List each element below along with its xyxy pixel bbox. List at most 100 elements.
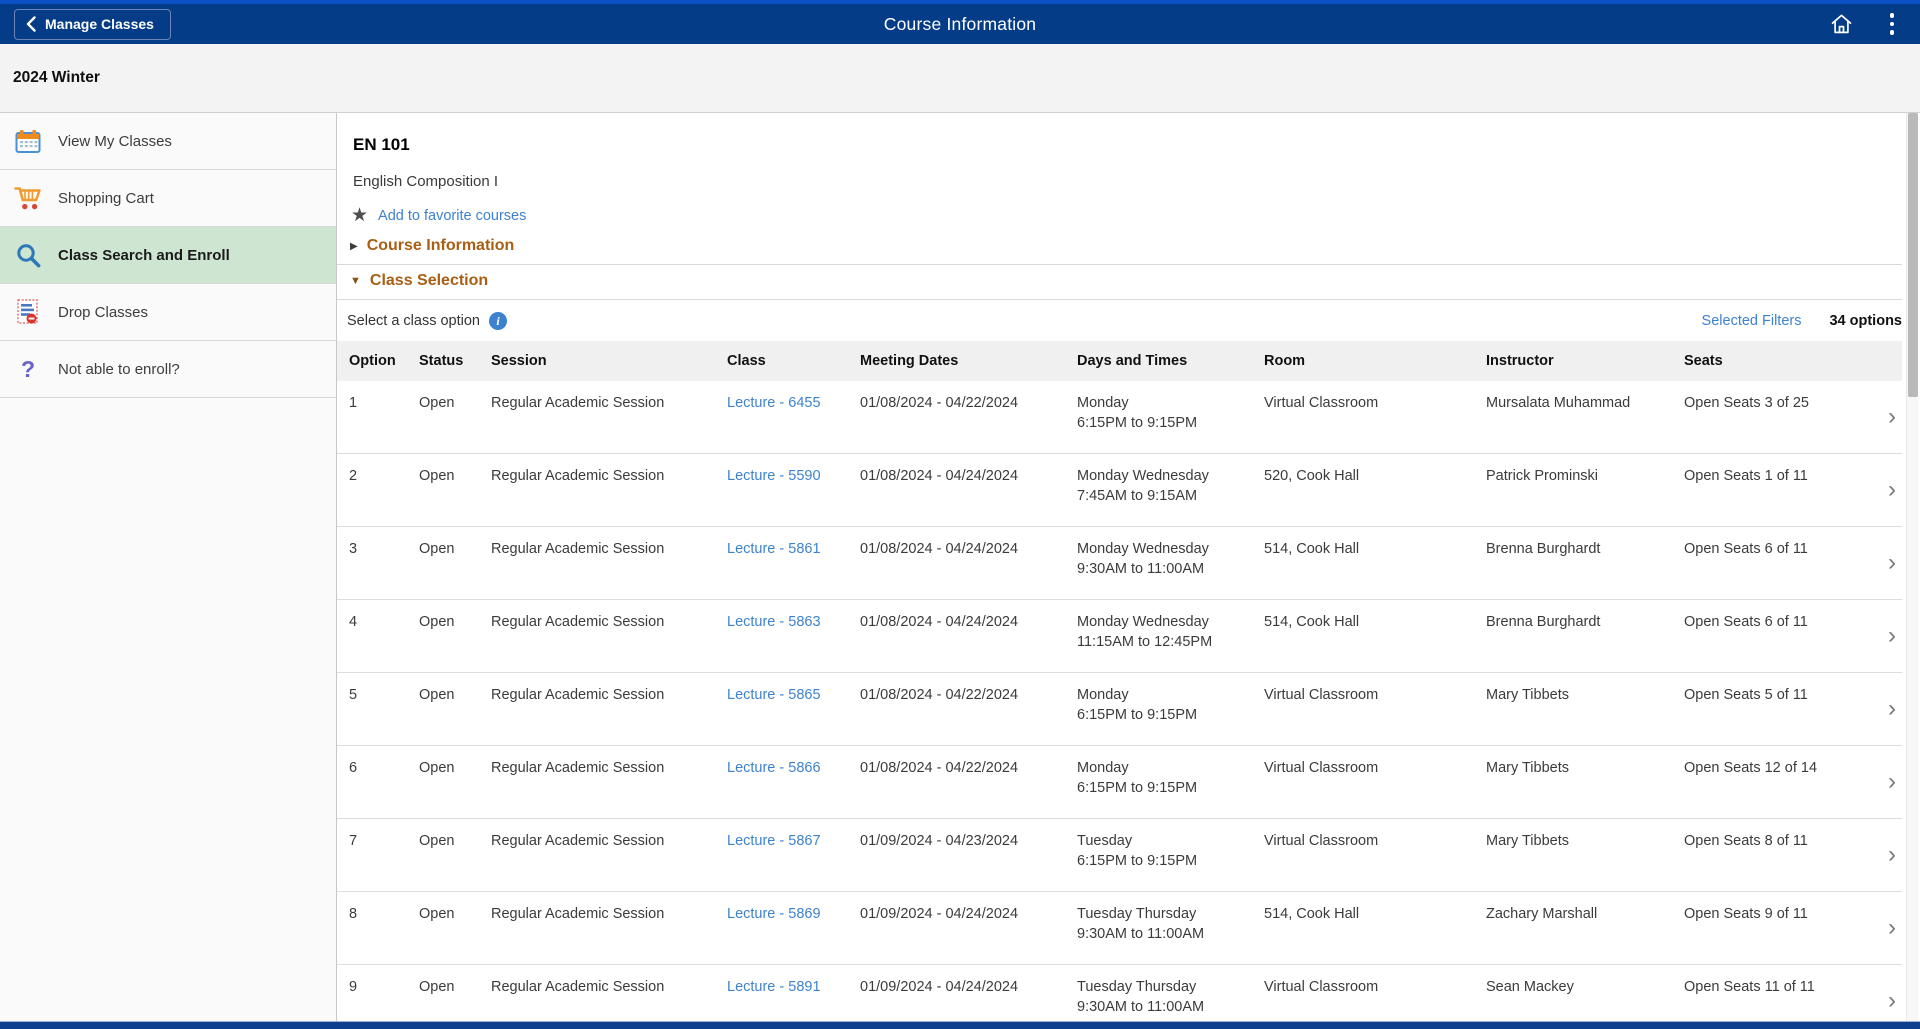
class-option-row[interactable]: 6 Open Regular Academic Session Lecture … xyxy=(337,746,1902,819)
sidebar-item-drop-classes[interactable]: Drop Classes xyxy=(0,284,336,341)
instructor-text: Mary Tibbets xyxy=(1486,833,1569,849)
row-chevron-icon[interactable]: › xyxy=(1888,841,1896,868)
scrollbar-thumb[interactable] xyxy=(1908,113,1918,397)
meeting-dates: 01/09/2024 - 04/24/2024 xyxy=(860,979,1019,995)
class-options-table: Option Status Session Class Meeting Date… xyxy=(337,341,1902,1021)
row-chevron-icon[interactable]: › xyxy=(1888,695,1896,722)
section-course-information[interactable]: ▶ Course Information xyxy=(337,237,1902,265)
row-chevron-icon[interactable]: › xyxy=(1888,403,1896,430)
class-link[interactable]: Lecture - 5891 xyxy=(727,979,821,995)
row-chevron-icon[interactable]: › xyxy=(1888,549,1896,576)
days-and-times-cell: Monday Wednesday 9:30AM to 11:00AM xyxy=(1077,527,1264,579)
days-and-times-cell: Monday Wednesday 7:45AM to 9:15AM xyxy=(1077,454,1264,506)
meeting-dates: 01/08/2024 - 04/22/2024 xyxy=(860,760,1019,776)
column-header-instructor: Instructor xyxy=(1486,353,1554,369)
cart-icon xyxy=(13,185,43,211)
days-and-times-cell: Monday Wednesday 11:15AM to 12:45PM xyxy=(1077,600,1264,652)
main-panel: EN 101 English Composition I ★ Add to fa… xyxy=(337,113,1920,1021)
question-icon: ? xyxy=(20,355,36,382)
add-to-favorites-link[interactable]: Add to favorite courses xyxy=(378,207,527,224)
seats-text: Open Seats 12 of 14 xyxy=(1684,760,1818,776)
vertical-scrollbar[interactable] xyxy=(1906,113,1918,1021)
class-option-row[interactable]: 7 Open Regular Academic Session Lecture … xyxy=(337,819,1902,892)
seats-text: Open Seats 6 of 11 xyxy=(1684,614,1808,630)
option-session: Regular Academic Session xyxy=(491,614,665,630)
days-text: Monday xyxy=(1077,687,1129,703)
class-link[interactable]: Lecture - 5866 xyxy=(727,760,821,776)
times-text: 6:15PM to 9:15PM xyxy=(1077,414,1198,431)
times-text: 9:30AM to 11:00AM xyxy=(1077,925,1205,942)
course-code: EN 101 xyxy=(353,135,410,154)
column-header-meeting-dates: Meeting Dates xyxy=(860,353,959,369)
class-link[interactable]: Lecture - 5863 xyxy=(727,614,821,630)
manage-classes-back-button[interactable]: Manage Classes xyxy=(14,8,171,40)
info-icon[interactable]: i xyxy=(489,312,507,330)
meeting-dates: 01/09/2024 - 04/23/2024 xyxy=(860,833,1019,849)
actions-menu-icon[interactable] xyxy=(1884,11,1901,37)
days-text: Tuesday Thursday xyxy=(1077,906,1197,922)
class-link[interactable]: Lecture - 5861 xyxy=(727,541,821,557)
instructor-text: Patrick Prominski xyxy=(1486,468,1598,484)
times-text: 6:15PM to 9:15PM xyxy=(1077,706,1198,723)
selected-filters-link[interactable]: Selected Filters xyxy=(1701,313,1802,329)
row-chevron-icon[interactable]: › xyxy=(1888,476,1896,503)
sidebar-item-shopping-cart[interactable]: Shopping Cart xyxy=(0,170,336,227)
option-session: Regular Academic Session xyxy=(491,468,665,484)
times-text: 7:45AM to 9:15AM xyxy=(1077,487,1198,504)
days-text: Monday xyxy=(1077,395,1129,411)
option-session: Regular Academic Session xyxy=(491,833,665,849)
row-chevron-icon[interactable]: › xyxy=(1888,622,1896,649)
table-header-row: Option Status Session Class Meeting Date… xyxy=(337,341,1902,381)
times-text: 9:30AM to 11:00AM xyxy=(1077,560,1205,577)
top-bar: Manage Classes Course Information xyxy=(0,0,1920,44)
instructor-text: Mary Tibbets xyxy=(1486,760,1569,776)
option-status: Open xyxy=(419,760,455,776)
option-number: 9 xyxy=(349,979,358,995)
class-link[interactable]: Lecture - 5869 xyxy=(727,906,821,922)
row-chevron-icon[interactable]: › xyxy=(1888,914,1896,941)
class-option-row[interactable]: 1 Open Regular Academic Session Lecture … xyxy=(337,381,1902,454)
home-icon[interactable] xyxy=(1829,12,1854,36)
times-text: 6:15PM to 9:15PM xyxy=(1077,852,1198,869)
sidebar-item-view-my-classes[interactable]: View My Classes xyxy=(0,113,336,170)
room-text: Virtual Classroom xyxy=(1264,979,1379,995)
option-session: Regular Academic Session xyxy=(491,687,665,703)
class-option-row[interactable]: 3 Open Regular Academic Session Lecture … xyxy=(337,527,1902,600)
room-text: 514, Cook Hall xyxy=(1264,614,1360,630)
class-link[interactable]: Lecture - 5867 xyxy=(727,833,821,849)
days-text: Monday Wednesday xyxy=(1077,614,1209,630)
class-option-row[interactable]: 5 Open Regular Academic Session Lecture … xyxy=(337,673,1902,746)
option-status: Open xyxy=(419,614,455,630)
option-number: 7 xyxy=(349,833,358,849)
class-option-row[interactable]: 8 Open Regular Academic Session Lecture … xyxy=(337,892,1902,965)
instructor-text: Brenna Burghardt xyxy=(1486,614,1601,630)
room-text: 514, Cook Hall xyxy=(1264,541,1360,557)
column-header-option: Option xyxy=(349,353,396,369)
sidebar-item-class-search-and-enroll[interactable]: Class Search and Enroll xyxy=(0,227,336,284)
course-title: English Composition I xyxy=(353,173,499,190)
class-link[interactable]: Lecture - 5865 xyxy=(727,687,821,703)
collapsed-arrow-icon: ▶ xyxy=(350,240,358,252)
instructor-text: Mary Tibbets xyxy=(1486,687,1569,703)
days-and-times-cell: Monday 6:15PM to 9:15PM xyxy=(1077,673,1264,725)
row-chevron-icon[interactable]: › xyxy=(1888,987,1896,1014)
instructor-text: Zachary Marshall xyxy=(1486,906,1598,922)
row-chevron-icon[interactable]: › xyxy=(1888,768,1896,795)
option-status: Open xyxy=(419,906,455,922)
class-link[interactable]: Lecture - 6455 xyxy=(727,395,821,411)
class-option-row[interactable]: 9 Open Regular Academic Session Lecture … xyxy=(337,965,1902,1021)
section-class-selection[interactable]: ▼ Class Selection xyxy=(337,272,1902,300)
sidebar-item-label: View My Classes xyxy=(58,132,172,150)
class-option-row[interactable]: 4 Open Regular Academic Session Lecture … xyxy=(337,600,1902,673)
sidebar-item-not-able-to-enroll[interactable]: ? Not able to enroll? xyxy=(0,341,336,398)
option-status: Open xyxy=(419,833,455,849)
seats-text: Open Seats 5 of 11 xyxy=(1684,687,1808,703)
sidebar: View My Classes Shopping Cart xyxy=(0,113,337,1021)
class-option-row[interactable]: 2 Open Regular Academic Session Lecture … xyxy=(337,454,1902,527)
option-session: Regular Academic Session xyxy=(491,395,665,411)
drop-classes-icon xyxy=(13,299,43,325)
class-link[interactable]: Lecture - 5590 xyxy=(727,468,821,484)
meeting-dates: 01/08/2024 - 04/24/2024 xyxy=(860,541,1019,557)
page-title: Course Information xyxy=(883,13,1037,34)
